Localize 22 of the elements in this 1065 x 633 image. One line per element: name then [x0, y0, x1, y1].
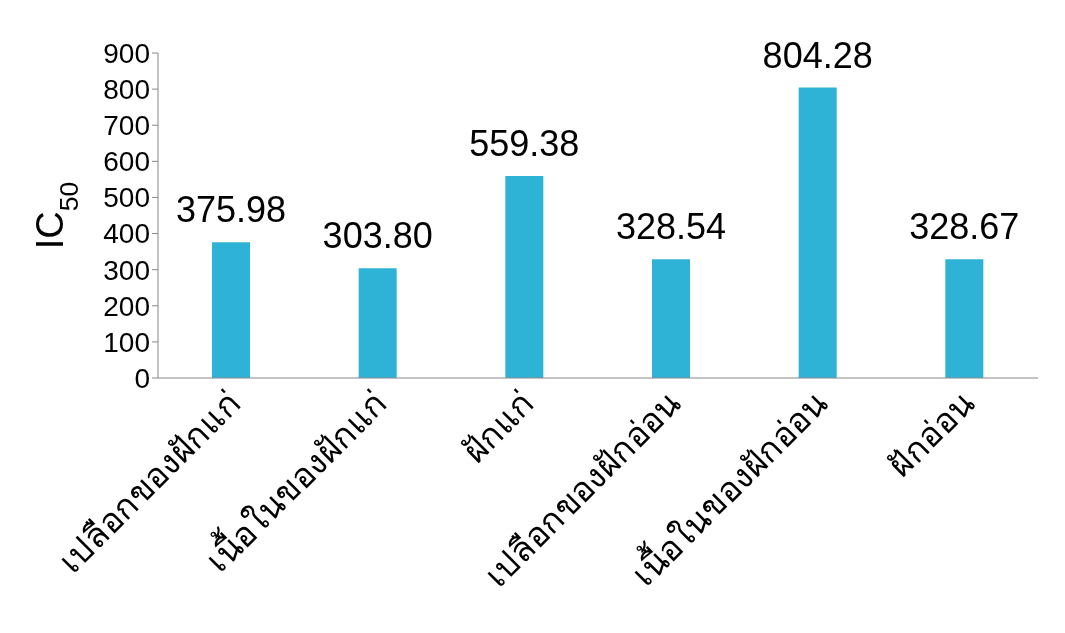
- data-label: 328.54: [615, 206, 727, 248]
- data-label: 328.67: [909, 206, 1020, 248]
- bar: [652, 259, 690, 378]
- data-label: 375.98: [175, 189, 287, 231]
- y-tick-label: 800: [103, 74, 150, 106]
- bar: [212, 242, 250, 378]
- y-tick-label: 100: [103, 326, 150, 358]
- y-tick-label: 700: [103, 110, 150, 142]
- bar: [798, 87, 837, 378]
- data-label: 559.38: [469, 123, 580, 164]
- bar: [945, 259, 984, 378]
- bar: [505, 176, 544, 378]
- y-tick-label: 600: [103, 146, 150, 178]
- y-tick-label: 400: [103, 218, 150, 250]
- y-tick-label: 300: [103, 254, 150, 286]
- y-tick-label: 900: [103, 37, 150, 69]
- bar: [358, 268, 397, 378]
- y-tick-label: 500: [103, 182, 150, 214]
- y-tick-label: 200: [103, 290, 150, 322]
- y-tick-label: 0: [134, 362, 150, 394]
- data-label: 804.28: [762, 34, 873, 76]
- data-label: 303.80: [322, 215, 433, 257]
